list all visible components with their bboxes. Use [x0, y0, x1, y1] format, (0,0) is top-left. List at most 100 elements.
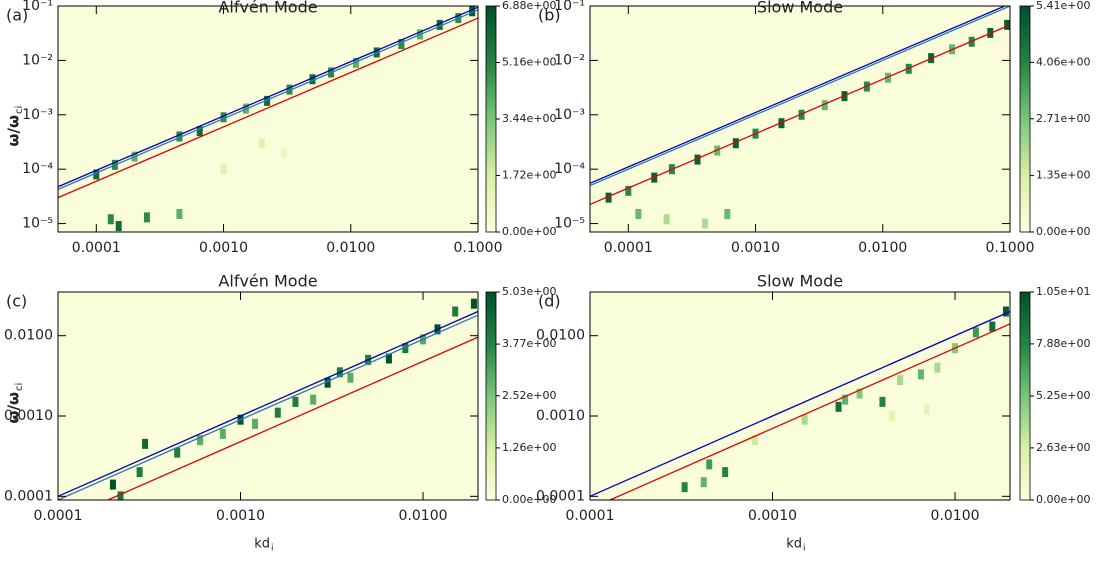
panel-label: (a): [6, 6, 28, 25]
heat-cell: [701, 218, 708, 229]
heat-cell: [174, 447, 181, 458]
x-tick-label: 0.1000: [986, 240, 1035, 256]
heat-cell: [821, 100, 828, 111]
plot-area: [590, 306, 1010, 500]
heat-cell: [798, 109, 805, 120]
heat-cell: [274, 407, 281, 418]
colorbar-tick-label: 0.00e+00: [1036, 225, 1090, 238]
heat-cell: [93, 169, 100, 180]
x-label-sub: i: [803, 544, 806, 554]
heat-cell: [452, 306, 459, 317]
y-label-sub: ci: [14, 106, 25, 114]
colorbar-tick-label: 2.71e+00: [1036, 112, 1090, 125]
model-line: [590, 24, 1010, 206]
colorbar: [1019, 291, 1031, 501]
heat-cell: [835, 401, 842, 412]
heat-cell: [681, 482, 688, 493]
colorbar-tick-label: 1.35e+00: [1036, 169, 1090, 182]
heat-cell: [470, 298, 477, 309]
heat-cell: [706, 459, 713, 470]
heat-cell: [142, 438, 149, 449]
x-label-text: kd: [786, 537, 802, 552]
plot-frame: [57, 291, 479, 501]
heat-cell: [751, 435, 758, 446]
heat-cell: [694, 154, 701, 165]
panel-title: Alfvén Mode: [218, 0, 317, 17]
heat-cell: [436, 19, 443, 30]
heat-cell: [220, 112, 227, 123]
heat-cell: [197, 435, 204, 446]
colorbar: [485, 5, 497, 233]
heat-cell: [635, 208, 642, 219]
y-label-text: ω/ω: [5, 115, 23, 147]
x-tick-label: 0.0010: [199, 240, 248, 256]
x-tick-label: 0.0100: [326, 240, 375, 256]
heat-cell: [897, 375, 904, 386]
heat-cell: [176, 208, 183, 219]
y-tick-label: 10⁻²: [22, 52, 53, 68]
x-tick-label: 0.0010: [731, 240, 780, 256]
colorbar-tick-label: 7.88e+00: [1036, 337, 1090, 350]
plot-frame: [57, 5, 479, 233]
plot-area: [58, 298, 478, 500]
y-tick-label: 0.0010: [536, 408, 585, 424]
heat-cell: [934, 362, 941, 373]
heat-cell: [469, 6, 476, 17]
colorbar-tick-label: 3.77e+00: [502, 337, 556, 350]
heat-cell: [220, 164, 227, 175]
panel-label: (b): [538, 6, 561, 25]
colorbar-tick-label: 6.88e+00: [502, 0, 556, 12]
y-tick-label: 10⁻⁵: [554, 216, 585, 232]
colorbar-tick-label: 1.05e+01: [1036, 285, 1090, 298]
heat-cell: [264, 95, 271, 106]
colorbar-tick-label: 0.00e+00: [502, 493, 556, 506]
heat-cell: [1004, 19, 1010, 30]
heat-cell: [353, 57, 360, 68]
panel-title: Alfvén Mode: [218, 272, 317, 291]
y-axis-label: ω/ωci: [5, 383, 26, 424]
y-tick-label: 10⁻²: [554, 52, 585, 68]
model-line: [58, 310, 478, 497]
x-tick-label: 0.0001: [34, 508, 83, 524]
heat-cell: [989, 321, 996, 332]
y-tick-label: 10⁻³: [554, 107, 585, 123]
heat-cell: [972, 327, 979, 338]
heat-cell: [625, 185, 632, 196]
heat-cell: [724, 208, 731, 219]
heat-cell: [732, 138, 739, 149]
y-tick-label: 10⁻¹: [554, 0, 585, 14]
heat-cell: [117, 491, 124, 500]
y-label-sub: ci: [14, 383, 25, 391]
colorbar-tick-label: 5.03e+00: [502, 285, 556, 298]
heat-cell: [109, 479, 116, 490]
heat-cell: [136, 467, 143, 478]
x-tick-label: 0.0001: [604, 240, 653, 256]
colorbar-tick-label: 0.00e+00: [1036, 493, 1090, 506]
panel-label: (d): [538, 292, 561, 311]
x-label-sub: i: [271, 544, 274, 554]
colorbar-tick-label: 1.26e+00: [502, 441, 556, 454]
heat-cell: [1002, 306, 1009, 317]
heat-cell: [402, 343, 409, 354]
plot-background: [58, 6, 478, 232]
plot-frame: [589, 291, 1011, 501]
colorbar: [485, 291, 497, 501]
heat-cell: [605, 192, 612, 203]
heat-cell: [115, 221, 122, 232]
x-tick-label: 0.0010: [748, 508, 797, 524]
colorbar: [1019, 5, 1031, 233]
plot-frame: [589, 5, 1011, 233]
heat-cell: [107, 214, 114, 225]
x-label-text: kd: [254, 537, 270, 552]
heat-cell: [292, 396, 299, 407]
model-line: [58, 6, 478, 188]
heat-cell: [286, 84, 293, 95]
plot-area: [58, 6, 478, 232]
panel: 0.0001 0.0010 0.0100 0.0001 0.0010 0.0100 Alfv…: [4, 272, 556, 554]
y-tick-label: 10⁻⁴: [554, 161, 585, 177]
x-tick-label: 0.0010: [216, 508, 265, 524]
y-tick-label: 10⁻⁴: [22, 161, 53, 177]
colorbar-tick-label: 2.52e+00: [502, 389, 556, 402]
colorbar-tick-label: 2.63e+00: [1036, 441, 1090, 454]
model-line: [58, 314, 478, 500]
